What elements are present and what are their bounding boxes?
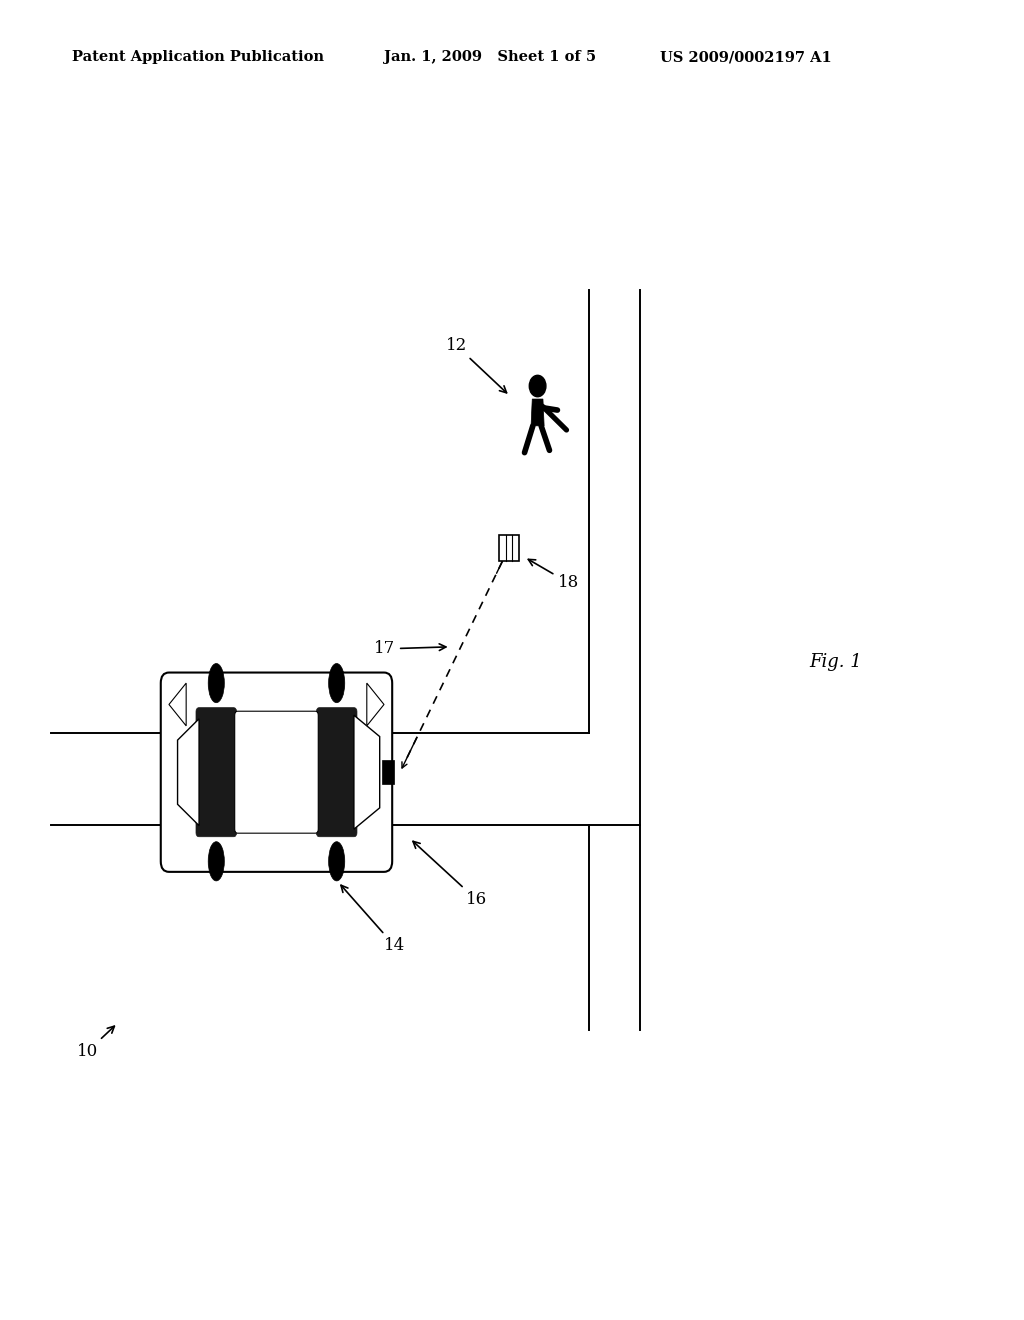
Text: 14: 14: [341, 886, 406, 954]
Bar: [382, 760, 394, 784]
FancyBboxPatch shape: [196, 708, 237, 837]
Circle shape: [529, 375, 546, 397]
Text: Patent Application Publication: Patent Application Publication: [72, 50, 324, 65]
FancyBboxPatch shape: [316, 708, 357, 837]
Text: 16: 16: [413, 841, 487, 908]
FancyArrowPatch shape: [540, 407, 557, 411]
Ellipse shape: [329, 664, 345, 702]
Polygon shape: [531, 399, 544, 426]
Text: 10: 10: [77, 1026, 115, 1060]
FancyBboxPatch shape: [234, 711, 318, 833]
Text: US 2009/0002197 A1: US 2009/0002197 A1: [660, 50, 833, 65]
Polygon shape: [169, 682, 186, 726]
Ellipse shape: [329, 842, 345, 880]
Polygon shape: [354, 715, 380, 829]
FancyBboxPatch shape: [161, 672, 392, 871]
Polygon shape: [177, 718, 199, 826]
Text: Fig. 1: Fig. 1: [809, 653, 862, 672]
FancyArrowPatch shape: [543, 407, 566, 430]
Text: Jan. 1, 2009   Sheet 1 of 5: Jan. 1, 2009 Sheet 1 of 5: [384, 50, 596, 65]
Ellipse shape: [208, 664, 224, 702]
Text: 12: 12: [445, 337, 507, 393]
Text: 17: 17: [374, 640, 445, 657]
Ellipse shape: [208, 842, 224, 880]
Polygon shape: [367, 682, 384, 726]
Bar: [499, 535, 519, 561]
Text: 18: 18: [528, 560, 580, 591]
